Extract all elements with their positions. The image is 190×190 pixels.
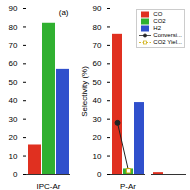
svg-text:60: 60	[9, 59, 18, 68]
svg-text:Selectivity (%): Selectivity (%)	[80, 66, 89, 117]
html-text:CO2 Yiel...: CO2 Yiel...	[153, 39, 182, 45]
svg-text:20: 20	[93, 133, 102, 142]
svg-text:30: 30	[93, 115, 102, 124]
svg-text:P-Ar: P-Ar	[120, 182, 136, 190]
html-text:CO: CO	[153, 11, 163, 17]
svg-text:IPC-Ar: IPC-Ar	[37, 182, 61, 190]
svg-text:20: 20	[9, 133, 18, 142]
svg-text:60: 60	[93, 59, 102, 68]
svg-text:90: 90	[93, 4, 102, 13]
svg-text:50: 50	[93, 78, 102, 87]
svg-text:70: 70	[9, 41, 18, 50]
svg-text:70: 70	[93, 41, 102, 50]
svg-text:90: 90	[9, 4, 18, 13]
svg-text:30: 30	[9, 115, 18, 124]
html-text:Conversi...: Conversi...	[153, 32, 182, 38]
svg-text:80: 80	[9, 23, 18, 32]
svg-text:(a): (a)	[59, 8, 69, 17]
svg-text:40: 40	[9, 96, 18, 105]
svg-text:0: 0	[13, 170, 18, 179]
svg-text:80: 80	[93, 23, 102, 32]
svg-text:40: 40	[93, 96, 102, 105]
html-text:CO2: CO2	[153, 18, 166, 24]
html-text:H2: H2	[153, 25, 161, 31]
svg-text:10: 10	[93, 152, 102, 161]
svg-text:0: 0	[97, 170, 102, 179]
svg-text:10: 10	[9, 152, 18, 161]
svg-text:50: 50	[9, 78, 18, 87]
